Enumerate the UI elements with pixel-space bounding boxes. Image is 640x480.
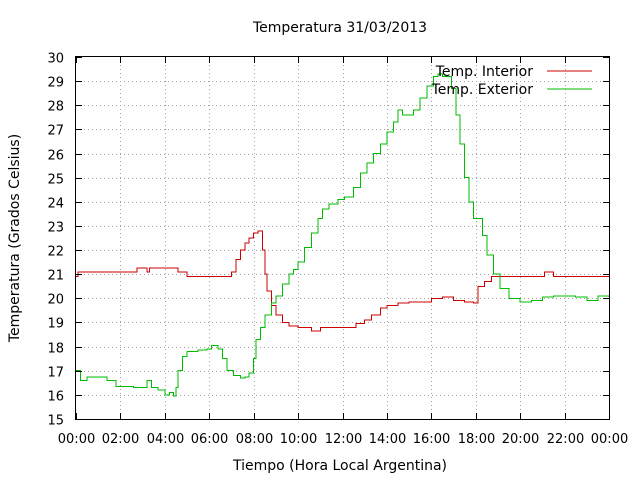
- y-axis-title: Temperatura (Grados Celsius): [7, 134, 23, 343]
- plot-frame: [75, 56, 610, 420]
- x-tick-label: 00:00: [591, 432, 628, 447]
- chart-title: Temperatura 31/03/2013: [252, 20, 427, 36]
- y-tick-label: 24: [47, 197, 64, 212]
- x-tick-label: 20:00: [502, 432, 539, 447]
- legend-label-temp-exterior: Temp. Exterior: [431, 82, 534, 98]
- x-tick-label: 00:00: [58, 432, 95, 447]
- y-tick-label: 20: [47, 293, 64, 308]
- y-tick-label: 21: [47, 269, 64, 284]
- x-tick-label: 08:00: [236, 432, 273, 447]
- y-tick-label: 26: [47, 149, 64, 164]
- x-tick-label: 22:00: [547, 432, 584, 447]
- x-tick-label: 10:00: [280, 432, 317, 447]
- series-line-temp-exterior: [76, 73, 610, 397]
- x-tick-label: 18:00: [458, 432, 495, 447]
- x-tick-label: 06:00: [191, 432, 228, 447]
- y-tick-label: 30: [47, 52, 64, 67]
- x-tick-label: 14:00: [369, 432, 406, 447]
- y-tick-label: 23: [47, 221, 64, 236]
- x-axis-title: Tiempo (Hora Local Argentina): [232, 458, 447, 474]
- series-line-temp-interior: [76, 230, 609, 332]
- legend: Temp. Interior Temp. Exterior: [431, 64, 592, 98]
- y-tick-label: 22: [47, 245, 64, 260]
- y-tick-label: 18: [47, 342, 64, 357]
- x-tick-label: 04:00: [147, 432, 184, 447]
- y-tick-label: 29: [47, 76, 64, 91]
- x-tick-label: 02:00: [102, 432, 139, 447]
- y-tick-label: 19: [47, 317, 64, 332]
- y-tick-label: 25: [47, 173, 64, 188]
- x-tick-label: 16:00: [413, 432, 450, 447]
- x-tick-label: 12:00: [325, 432, 362, 447]
- y-tick-label: 28: [47, 100, 64, 115]
- y-tick-label: 17: [47, 366, 64, 381]
- y-tick-label: 16: [47, 390, 64, 405]
- y-tick-label: 27: [47, 124, 64, 139]
- legend-label-temp-interior: Temp. Interior: [435, 64, 534, 80]
- y-tick-label: 15: [47, 414, 64, 429]
